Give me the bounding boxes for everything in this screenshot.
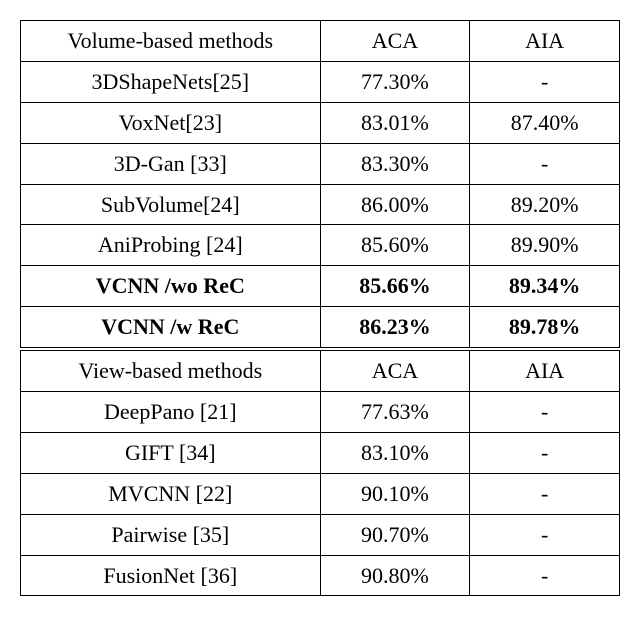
metric-cell: - xyxy=(470,514,620,555)
section-title-cell: Volume-based methods xyxy=(21,21,321,62)
metric-cell: - xyxy=(470,392,620,433)
metric-cell: 86.00% xyxy=(320,184,470,225)
section-title-cell: View-based methods xyxy=(21,349,321,391)
table-row: DeepPano [21]77.63%- xyxy=(21,392,620,433)
metric-cell: 90.70% xyxy=(320,514,470,555)
metric-cell: 83.30% xyxy=(320,143,470,184)
table-row: 3DShapeNets[25]77.30%- xyxy=(21,61,620,102)
method-name-cell: AniProbing [24] xyxy=(21,225,321,266)
method-name-cell: VCNN /w ReC xyxy=(21,307,321,349)
table-row: Pairwise [35]90.70%- xyxy=(21,514,620,555)
metric-cell: 89.90% xyxy=(470,225,620,266)
metric-cell: - xyxy=(470,473,620,514)
table-row: 3D-Gan [33]83.30%- xyxy=(21,143,620,184)
metric-cell: - xyxy=(470,143,620,184)
table-row: VCNN /wo ReC85.66%89.34% xyxy=(21,266,620,307)
metric-cell: - xyxy=(470,61,620,102)
section-header-row: View-based methodsACAAIA xyxy=(21,349,620,391)
method-name-cell: DeepPano [21] xyxy=(21,392,321,433)
metric-cell: 77.63% xyxy=(320,392,470,433)
table-row: SubVolume[24]86.00%89.20% xyxy=(21,184,620,225)
metric-cell: 89.78% xyxy=(470,307,620,349)
column-header-cell: AIA xyxy=(470,349,620,391)
method-name-cell: VCNN /wo ReC xyxy=(21,266,321,307)
method-name-cell: 3DShapeNets[25] xyxy=(21,61,321,102)
metric-cell: 83.01% xyxy=(320,102,470,143)
metric-cell: 90.10% xyxy=(320,473,470,514)
metric-cell: 89.20% xyxy=(470,184,620,225)
method-name-cell: FusionNet [36] xyxy=(21,555,321,596)
metric-cell: 83.10% xyxy=(320,432,470,473)
method-name-cell: 3D-Gan [33] xyxy=(21,143,321,184)
metric-cell: - xyxy=(470,432,620,473)
method-name-cell: MVCNN [22] xyxy=(21,473,321,514)
metric-cell: 85.66% xyxy=(320,266,470,307)
table-row: MVCNN [22]90.10%- xyxy=(21,473,620,514)
results-table-wrap: Volume-based methodsACAAIA3DShapeNets[25… xyxy=(20,20,620,596)
metric-cell: - xyxy=(470,555,620,596)
table-row: GIFT [34]83.10%- xyxy=(21,432,620,473)
section-header-row: Volume-based methodsACAAIA xyxy=(21,21,620,62)
table-row: FusionNet [36]90.80%- xyxy=(21,555,620,596)
column-header-cell: AIA xyxy=(470,21,620,62)
metric-cell: 77.30% xyxy=(320,61,470,102)
metric-cell: 89.34% xyxy=(470,266,620,307)
metric-cell: 86.23% xyxy=(320,307,470,349)
results-table: Volume-based methodsACAAIA3DShapeNets[25… xyxy=(20,20,620,596)
metric-cell: 87.40% xyxy=(470,102,620,143)
table-row: AniProbing [24]85.60%89.90% xyxy=(21,225,620,266)
method-name-cell: VoxNet[23] xyxy=(21,102,321,143)
metric-cell: 85.60% xyxy=(320,225,470,266)
column-header-cell: ACA xyxy=(320,21,470,62)
method-name-cell: GIFT [34] xyxy=(21,432,321,473)
column-header-cell: ACA xyxy=(320,349,470,391)
table-row: VoxNet[23]83.01%87.40% xyxy=(21,102,620,143)
table-row: VCNN /w ReC86.23%89.78% xyxy=(21,307,620,349)
method-name-cell: SubVolume[24] xyxy=(21,184,321,225)
method-name-cell: Pairwise [35] xyxy=(21,514,321,555)
metric-cell: 90.80% xyxy=(320,555,470,596)
